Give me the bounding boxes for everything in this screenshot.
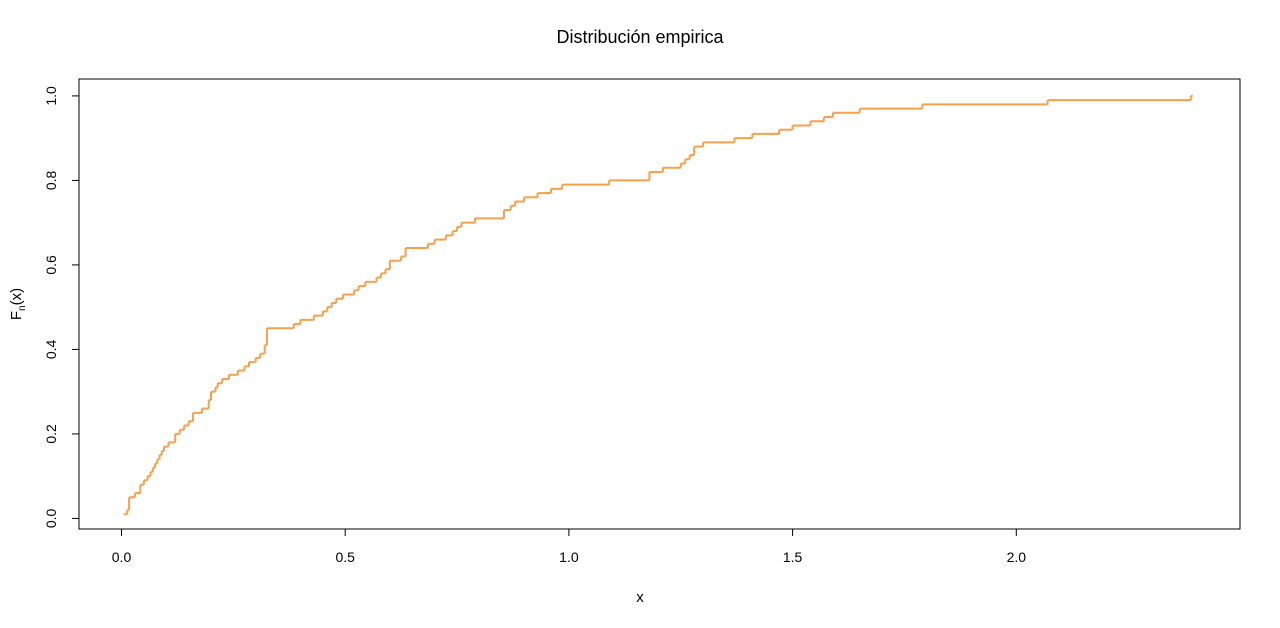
- y-tick-label: 0.6: [43, 255, 59, 275]
- series-group: [123, 94, 1193, 516]
- x-axis: 0.0 0.5 1.0 1.5 2.0: [112, 528, 1027, 565]
- plot-frame: [78, 78, 1241, 530]
- x-tick-label: 1.0: [559, 549, 579, 565]
- y-tick-label: 1.0: [43, 86, 59, 106]
- x-tick-label: 1.5: [783, 549, 803, 565]
- y-tick-label: 0.4: [43, 339, 59, 359]
- x-tick-label: 0.5: [335, 549, 355, 565]
- y-tick-label: 0.2: [43, 424, 59, 444]
- x-axis-label: x: [636, 589, 644, 606]
- x-tick-label: 2.0: [1007, 549, 1027, 565]
- y-tick-label: 0.8: [43, 170, 59, 190]
- chart-title: Distribución empirica: [556, 27, 724, 47]
- y-tick-label: 0.0: [43, 508, 59, 528]
- x-tick-label: 0.0: [112, 549, 132, 565]
- y-axis: 0.0 0.2 0.4 0.6 0.8 1.0: [43, 86, 80, 528]
